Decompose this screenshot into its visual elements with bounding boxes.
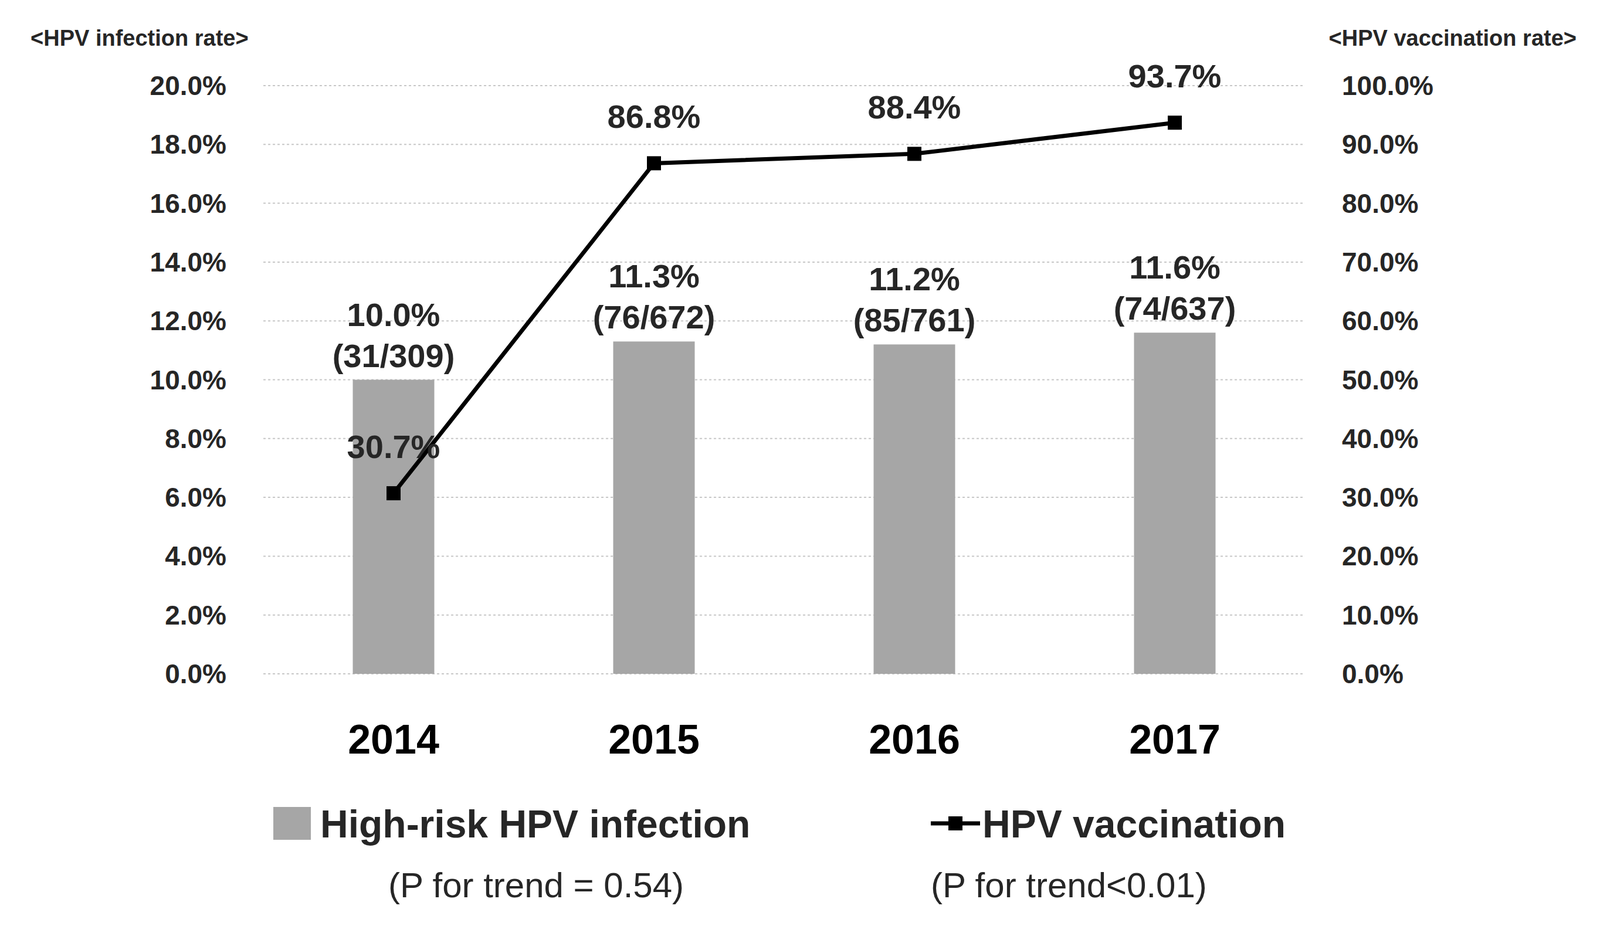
data-label-fraction: (76/672) (592, 298, 716, 336)
y-tick-label: 6.0% (164, 482, 227, 513)
data-label: 86.8% (607, 97, 701, 135)
y2-tick-label: 100.0% (1341, 70, 1434, 101)
marker (1167, 115, 1182, 130)
y2-tick-label: 50.0% (1341, 364, 1419, 396)
y-tick-label: 16.0% (150, 188, 227, 219)
chart: 0.0% 2.0% 4.0% 6.0% 8.0% 10.0% 12.0% 14.0% 16.0%… (0, 0, 1600, 926)
y2-axis-title: <HPV vaccination rate> (1329, 25, 1577, 51)
data-label-fraction: (74/637) (1113, 289, 1237, 327)
y-axis-title: <HPV infection rate> (30, 25, 249, 51)
y2-tick-label: 30.0% (1341, 482, 1419, 513)
y-tick-label: 8.0% (164, 423, 227, 454)
y-tick-label: 18.0% (150, 129, 227, 160)
y-tick-label: 2.0% (164, 600, 227, 631)
data-label-fraction: (31/309) (332, 337, 456, 375)
x-tick-label: 2016 (868, 716, 961, 763)
marker (386, 486, 401, 501)
grid-line (263, 202, 1305, 205)
y-tick-label: 10.0% (150, 364, 227, 396)
y-tick-label: 14.0% (150, 246, 227, 278)
data-label: 11.3% (608, 257, 700, 295)
plot-marks (353, 115, 1216, 674)
legend-note: (P for trend = 0.54) (388, 865, 684, 905)
legend: High-risk HPV infection (P for trend = 0.… (273, 802, 1286, 905)
bar (353, 380, 435, 675)
legend-marker (948, 816, 963, 831)
y2-tick-label: 60.0% (1341, 305, 1419, 337)
x-tick-label: 2017 (1129, 716, 1221, 763)
y-tick-label: 20.0% (150, 70, 227, 101)
bar (1134, 332, 1216, 674)
bar (873, 344, 956, 674)
marker (646, 156, 661, 171)
y2-tick-label: 20.0% (1341, 540, 1419, 572)
data-label: 10.0% (347, 296, 441, 334)
y2-tick-label: 10.0% (1341, 600, 1419, 631)
line (393, 122, 1175, 494)
y-tick-label: 0.0% (164, 658, 227, 690)
y2-tick-label: 90.0% (1341, 129, 1419, 160)
x-tick-label: 2015 (608, 716, 700, 763)
y2-tick-label: 40.0% (1341, 423, 1419, 454)
data-label: 30.7% (347, 428, 441, 466)
y2-tick-label: 70.0% (1341, 246, 1419, 278)
data-label: 11.6% (1129, 248, 1221, 286)
y2-tick-label: 80.0% (1341, 188, 1419, 219)
legend-note: (P for trend<0.01) (930, 865, 1208, 905)
data-label: 11.2% (868, 260, 961, 298)
y-tick-label: 12.0% (150, 305, 227, 337)
legend-swatch (273, 807, 311, 840)
y2-tick-label: 0.0% (1341, 658, 1404, 690)
bar (613, 341, 696, 674)
data-label-fraction: (85/761) (853, 301, 976, 339)
grid-line (263, 143, 1305, 145)
data-label: 88.4% (868, 88, 962, 126)
y-tick-label: 4.0% (164, 540, 227, 572)
data-label: 93.7% (1128, 57, 1222, 95)
x-tick-label: 2014 (347, 716, 440, 763)
legend-label: High-risk HPV infection (320, 802, 751, 846)
data-labels: 10.0%(31/309) 11.3%(76/672) 11.2%(85/761) 1… (332, 57, 1237, 466)
marker (907, 146, 922, 161)
legend-label: HPV vaccination (982, 802, 1286, 846)
